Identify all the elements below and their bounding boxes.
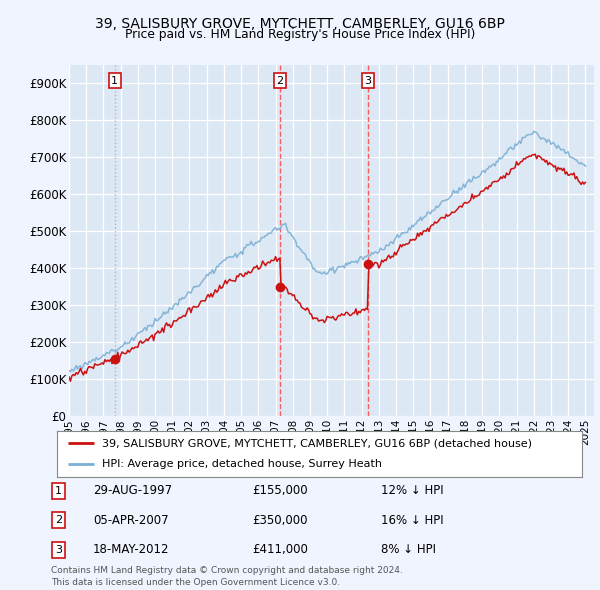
Text: 2: 2 [55,516,62,525]
Text: Price paid vs. HM Land Registry's House Price Index (HPI): Price paid vs. HM Land Registry's House … [125,28,475,41]
Text: 3: 3 [55,545,62,555]
Text: 18-MAY-2012: 18-MAY-2012 [93,543,170,556]
Text: 16% ↓ HPI: 16% ↓ HPI [381,514,443,527]
Text: HPI: Average price, detached house, Surrey Heath: HPI: Average price, detached house, Surr… [101,459,382,469]
Text: £411,000: £411,000 [252,543,308,556]
Text: £350,000: £350,000 [252,514,308,527]
Text: Contains HM Land Registry data © Crown copyright and database right 2024.
This d: Contains HM Land Registry data © Crown c… [51,566,403,587]
Text: 8% ↓ HPI: 8% ↓ HPI [381,543,436,556]
Text: 39, SALISBURY GROVE, MYTCHETT, CAMBERLEY, GU16 6BP: 39, SALISBURY GROVE, MYTCHETT, CAMBERLEY… [95,17,505,31]
Text: £155,000: £155,000 [252,484,308,497]
Text: 05-APR-2007: 05-APR-2007 [93,514,169,527]
Text: 1: 1 [111,76,118,86]
Text: 1: 1 [55,486,62,496]
Text: 3: 3 [365,76,371,86]
Text: 39, SALISBURY GROVE, MYTCHETT, CAMBERLEY, GU16 6BP (detached house): 39, SALISBURY GROVE, MYTCHETT, CAMBERLEY… [101,438,532,448]
Text: 12% ↓ HPI: 12% ↓ HPI [381,484,443,497]
Text: 29-AUG-1997: 29-AUG-1997 [93,484,172,497]
Text: 2: 2 [277,76,284,86]
